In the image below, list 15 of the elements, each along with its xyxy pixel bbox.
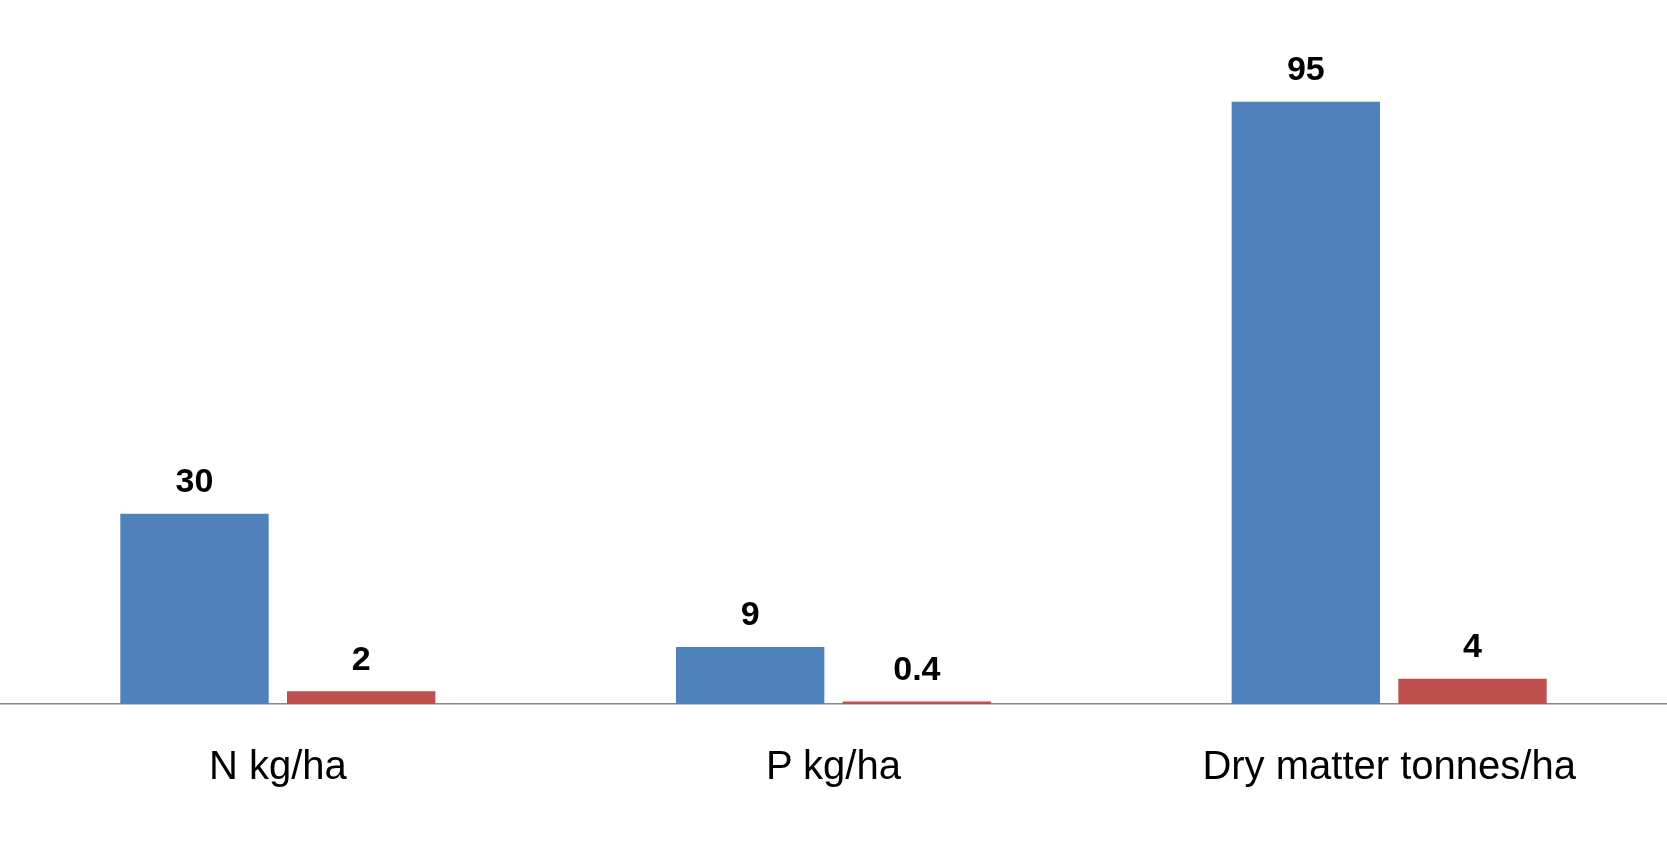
data-label: 30: [175, 461, 214, 500]
data-label: 9: [740, 594, 760, 633]
x-tick-label: P kg/ha: [766, 743, 902, 788]
bar: [842, 701, 992, 704]
data-label: 4: [1463, 626, 1483, 665]
x-tick-label: Dry matter tonnes/ha: [1202, 743, 1577, 788]
bar: [1231, 101, 1380, 704]
bar: [287, 691, 436, 704]
x-tick-label: N kg/ha: [208, 743, 348, 788]
data-label: 95: [1286, 49, 1325, 88]
data-label: 2: [351, 638, 371, 677]
data-label: 0.4: [893, 648, 941, 687]
bar: [1398, 678, 1547, 704]
bar: [675, 646, 825, 704]
bar: [120, 513, 269, 704]
